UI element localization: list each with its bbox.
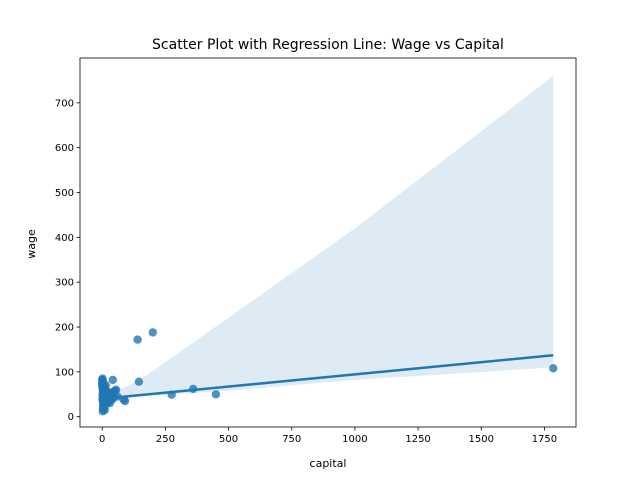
y-tick-label: 200: [55, 323, 74, 334]
y-tick-label: 400: [55, 233, 74, 244]
x-tick-label: 250: [156, 434, 175, 445]
x-tick-label: 750: [282, 434, 301, 445]
chart-title: Scatter Plot with Regression Line: Wage …: [152, 37, 504, 53]
x-tick-label: 500: [219, 434, 238, 445]
x-tick-label: 1000: [342, 434, 367, 445]
x-tick-label: 1250: [405, 434, 430, 445]
data-point: [134, 377, 144, 386]
y-tick-label: 0: [68, 412, 74, 423]
confidence-band: [102, 75, 554, 400]
y-tick-label: 600: [55, 143, 74, 154]
regression-line: [102, 354, 554, 400]
y-tick-label: 500: [55, 188, 74, 199]
y-tick-label: 700: [55, 98, 74, 109]
data-point: [549, 364, 558, 373]
axes-frame: [79, 57, 577, 428]
data-point: [133, 335, 142, 344]
x-tick-label: 1500: [469, 434, 494, 445]
data-point: [99, 402, 108, 411]
data-point: [110, 386, 120, 395]
y-tick-label: 100: [55, 367, 74, 378]
data-point: [148, 328, 157, 337]
y-axis-label: wage: [25, 229, 38, 259]
y-tick-label: 300: [55, 278, 74, 289]
plot-area: 0 250 500 750 1000 1250 1500 1750 0 100 200 300 400 5…: [55, 57, 577, 445]
x-axis-label: capital: [310, 457, 347, 470]
data-point: [108, 375, 118, 385]
data-point: [211, 390, 221, 399]
x-tick-label: 0: [99, 434, 105, 445]
x-tick-label: 1750: [532, 434, 557, 445]
